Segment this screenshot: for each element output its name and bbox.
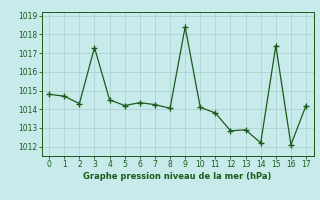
X-axis label: Graphe pression niveau de la mer (hPa): Graphe pression niveau de la mer (hPa) [84, 172, 272, 181]
